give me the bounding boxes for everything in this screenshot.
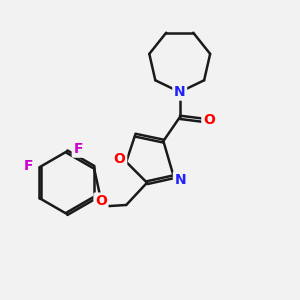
Text: F: F bbox=[73, 142, 83, 156]
Text: O: O bbox=[114, 152, 126, 166]
Text: N: N bbox=[175, 173, 186, 187]
Text: O: O bbox=[203, 113, 215, 127]
Text: F: F bbox=[24, 159, 33, 172]
Text: N: N bbox=[174, 85, 185, 99]
Text: O: O bbox=[95, 194, 107, 208]
